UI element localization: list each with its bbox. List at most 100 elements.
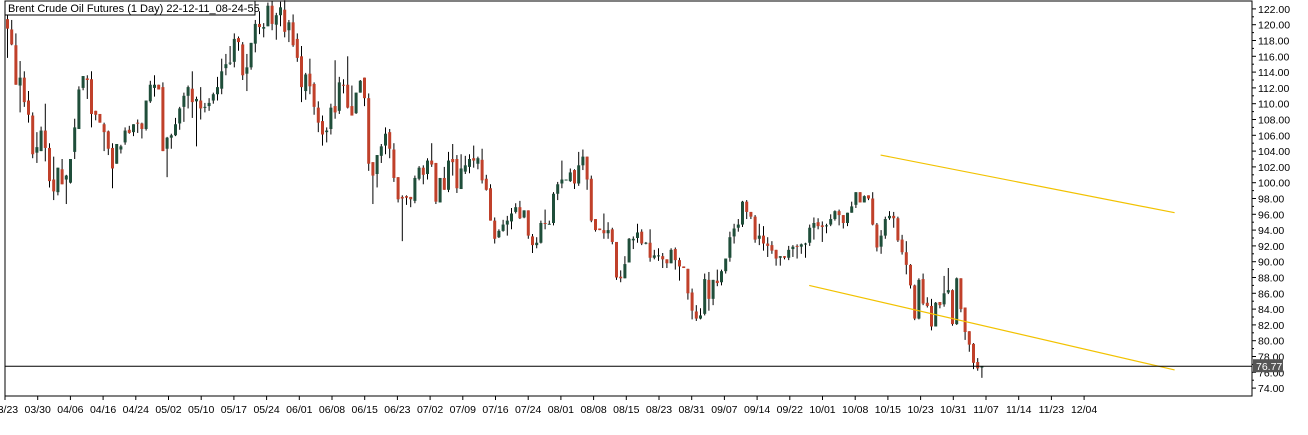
candle-body bbox=[27, 100, 30, 115]
candle-body bbox=[825, 225, 828, 227]
candle bbox=[18, 61, 22, 113]
candle bbox=[43, 103, 47, 162]
candle bbox=[148, 80, 152, 103]
candle bbox=[308, 58, 312, 95]
candle bbox=[736, 219, 740, 232]
candle bbox=[552, 192, 555, 226]
candle bbox=[909, 264, 912, 289]
candle bbox=[703, 273, 707, 316]
candle bbox=[560, 160, 564, 189]
candle bbox=[119, 144, 123, 154]
candle bbox=[442, 166, 446, 190]
candle bbox=[140, 122, 144, 139]
candle bbox=[501, 219, 505, 232]
candle-body bbox=[669, 249, 673, 264]
candle-body bbox=[148, 84, 152, 102]
candle bbox=[514, 203, 518, 214]
candle bbox=[157, 84, 161, 90]
candle-body bbox=[350, 106, 354, 116]
candle-body bbox=[413, 177, 417, 201]
candle bbox=[245, 53, 249, 92]
candle-body bbox=[812, 222, 816, 228]
candle-body bbox=[888, 215, 891, 219]
candle bbox=[455, 155, 459, 193]
y-tick-label: 116.00 bbox=[1258, 51, 1289, 63]
candle-body bbox=[833, 211, 837, 220]
candle-body bbox=[598, 228, 602, 231]
y-tick-label: 74.00 bbox=[1258, 383, 1284, 395]
candle-body bbox=[753, 216, 757, 240]
candle-body bbox=[442, 177, 446, 190]
candle-body bbox=[623, 264, 627, 279]
y-tick-label: 114.00 bbox=[1258, 67, 1289, 79]
candle-body bbox=[573, 170, 576, 184]
candle bbox=[938, 301, 942, 309]
y-tick-label: 102.00 bbox=[1258, 162, 1290, 174]
x-tick-label: 12/04 bbox=[1071, 404, 1097, 416]
y-axis: 122.00 120.00 118.00 116.00 114.00 112.00 110.… bbox=[1252, 4, 1290, 395]
candle-body bbox=[535, 242, 539, 246]
candle bbox=[543, 209, 547, 230]
candle bbox=[69, 159, 72, 184]
candle bbox=[329, 103, 333, 135]
y-tick-label: 100.00 bbox=[1258, 178, 1290, 190]
candle bbox=[258, 11, 261, 35]
candle bbox=[421, 165, 425, 185]
candle bbox=[161, 82, 165, 152]
candle-body bbox=[308, 73, 312, 87]
candle bbox=[711, 279, 715, 306]
candle bbox=[237, 36, 240, 51]
candle bbox=[493, 217, 497, 244]
candle-body bbox=[720, 271, 723, 283]
y-tick-label: 82.00 bbox=[1258, 320, 1284, 332]
candle bbox=[253, 19, 257, 53]
candle-body bbox=[165, 137, 169, 149]
candle bbox=[6, 15, 9, 58]
candle bbox=[661, 253, 665, 269]
candle-body bbox=[564, 179, 568, 181]
candle-body bbox=[405, 196, 408, 198]
candle bbox=[363, 77, 366, 107]
candle bbox=[539, 220, 543, 244]
candle bbox=[505, 215, 509, 236]
y-tick-label: 104.00 bbox=[1258, 146, 1290, 158]
x-tick-label: 07/16 bbox=[482, 404, 508, 416]
candle-body bbox=[409, 196, 413, 200]
candle bbox=[900, 234, 904, 255]
candle-body bbox=[102, 124, 106, 133]
title-box bbox=[4, 0, 256, 16]
candle bbox=[463, 155, 467, 175]
candle-body bbox=[245, 67, 249, 74]
candle bbox=[262, 23, 266, 38]
candle-body bbox=[896, 218, 900, 241]
candle bbox=[917, 278, 921, 320]
x-tick-label: 11/14 bbox=[1006, 404, 1032, 416]
candle bbox=[249, 42, 253, 70]
candle bbox=[728, 231, 732, 262]
candle-body bbox=[862, 196, 866, 203]
candle-body bbox=[875, 224, 879, 248]
candle-body bbox=[543, 222, 547, 224]
candle bbox=[434, 162, 438, 205]
candle bbox=[241, 42, 245, 80]
candle-body bbox=[14, 45, 18, 85]
candle bbox=[535, 237, 539, 249]
candle-body bbox=[64, 175, 68, 180]
candle-body bbox=[967, 331, 971, 345]
candle bbox=[367, 93, 371, 171]
candle bbox=[295, 33, 299, 62]
candle bbox=[518, 200, 522, 220]
candle bbox=[476, 156, 480, 170]
candle bbox=[808, 224, 812, 246]
y-tick-label: 86.00 bbox=[1258, 288, 1284, 300]
candle-body bbox=[48, 147, 51, 182]
candle-body bbox=[728, 237, 732, 258]
candle bbox=[480, 148, 484, 184]
y-tick-label: 90.00 bbox=[1258, 257, 1284, 269]
candle bbox=[291, 14, 295, 47]
price-line-layer: 76.77 bbox=[5, 359, 1283, 373]
candle-body bbox=[799, 244, 803, 247]
candle-body bbox=[774, 249, 778, 259]
candle-body bbox=[115, 143, 119, 164]
